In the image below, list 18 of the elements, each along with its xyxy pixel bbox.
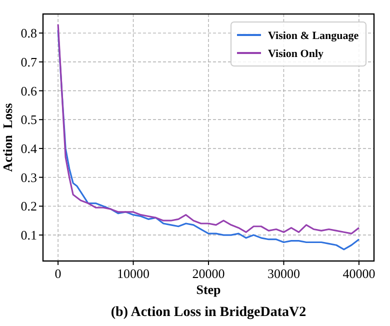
x-tick-label: 10000 bbox=[117, 266, 150, 281]
y-tick-label: 0.8 bbox=[20, 26, 37, 41]
y-tick-label: 0.7 bbox=[20, 54, 38, 70]
y-tick-label: 0.4 bbox=[20, 141, 38, 156]
y-tick-label: 0.6 bbox=[20, 83, 38, 98]
y-tick-label: 0.5 bbox=[20, 112, 37, 128]
x-tick-label: 40000 bbox=[342, 266, 376, 281]
legend-label: Vision Only bbox=[268, 48, 324, 60]
y-tick-label: 0.1 bbox=[20, 228, 37, 243]
x-tick-label: 0 bbox=[54, 266, 62, 281]
x-tick-label: 30000 bbox=[267, 266, 300, 281]
x-axis-title: Step bbox=[196, 282, 221, 297]
legend-label: Vision & Language bbox=[268, 30, 359, 42]
text: (b) Action Loss in BridgeDataV2 bbox=[110, 305, 306, 320]
y-tick-label: 0.2 bbox=[20, 198, 37, 214]
y-axis-title: Action Loss bbox=[0, 103, 15, 172]
x-tick-label: 20000 bbox=[192, 266, 225, 281]
y-tick-label: 0.3 bbox=[20, 170, 37, 185]
